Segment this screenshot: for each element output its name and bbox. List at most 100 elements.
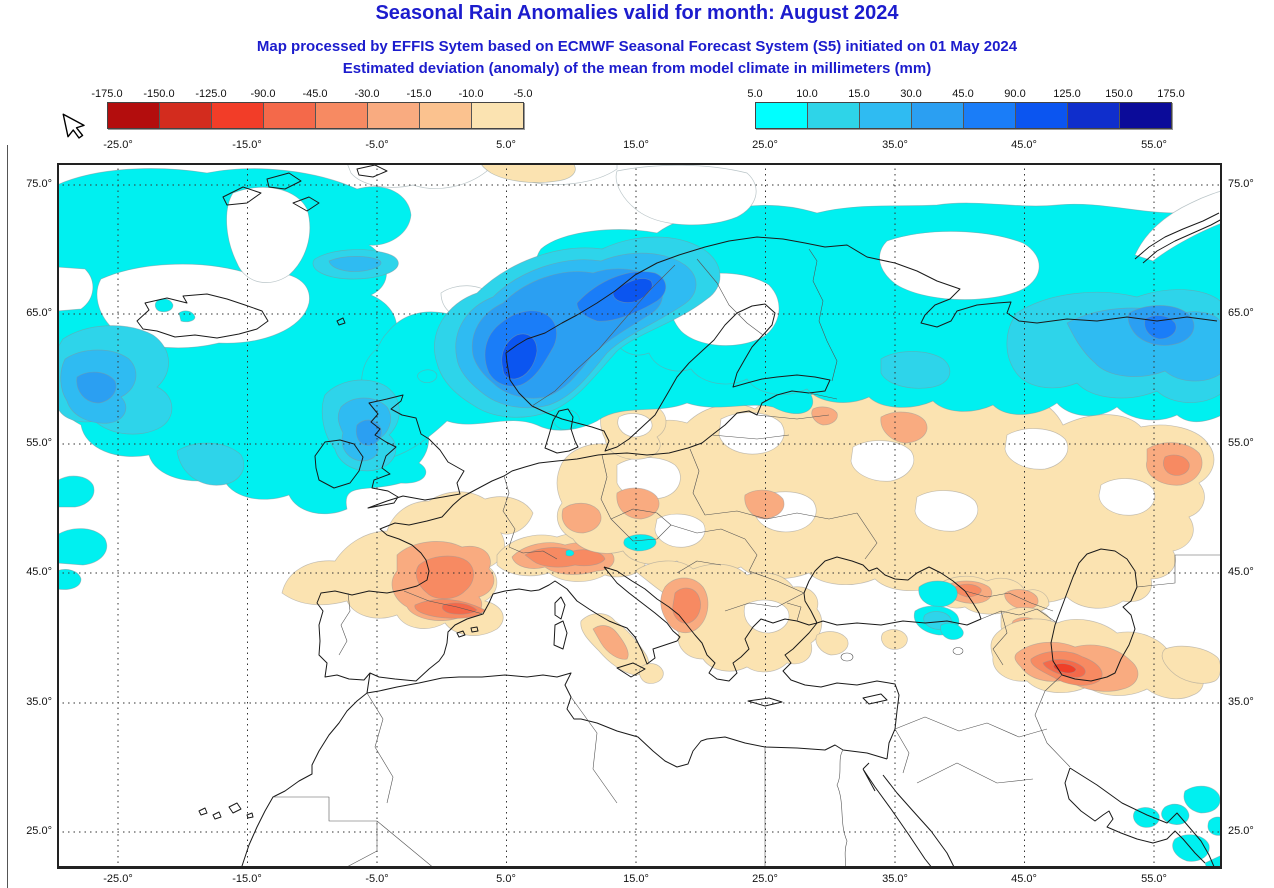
units-subtitle: Estimated deviation (anomaly) of the mea… [342, 60, 932, 77]
denmark-coastline [544, 408, 579, 454]
legend-tick: -10.0 [458, 88, 484, 100]
africa-west-coastline [240, 672, 371, 869]
legend-color-cell [264, 103, 316, 128]
legend-tick: 30.0 [900, 88, 922, 100]
lat-tick: 35.0° [1228, 696, 1254, 708]
baltic-coastline [531, 303, 831, 456]
lat-tick: 25.0° [26, 825, 52, 837]
lon-tick: -5.0° [365, 873, 389, 885]
lon-tick: 35.0° [882, 873, 908, 885]
lon-tick: 55.0° [1141, 139, 1167, 151]
legend-tick: 15.0 [848, 88, 870, 100]
positive-anomaly-regions [57, 163, 1222, 869]
legend-color-cell [160, 103, 212, 128]
lon-tick: 45.0° [1011, 873, 1037, 885]
lon-tick: 25.0° [752, 873, 778, 885]
lat-tick: 65.0° [26, 307, 52, 319]
mouse-cursor-icon [62, 113, 85, 139]
lon-tick: 15.0° [623, 139, 649, 151]
legend-tick: 5.0 [747, 88, 763, 100]
map-canvas [57, 163, 1222, 869]
persian-gulf-coastline [1064, 767, 1216, 869]
legend-positive: 5.0 10.0 15.0 30.0 45.0 90.0 125.0 150.0… [747, 88, 1185, 132]
turkey-levant-coastline [782, 622, 900, 760]
lon-tick: -5.0° [365, 139, 389, 151]
lon-tick: 45.0° [1011, 139, 1037, 151]
ireland-coastline [314, 439, 364, 489]
lat-tick: 75.0° [26, 178, 52, 190]
legend-color-cell [472, 103, 523, 128]
lon-tick: -25.0° [103, 139, 133, 151]
legend-tick: 10.0 [796, 88, 818, 100]
atlantic-coastline [316, 454, 599, 682]
legend-tick: 45.0 [952, 88, 974, 100]
page-left-rule [7, 145, 8, 888]
legend-tick: -175.0 [91, 88, 123, 100]
legend-tick: -125.0 [195, 88, 227, 100]
italy-coastline [538, 566, 681, 665]
red-sea-coastline [862, 762, 956, 869]
lat-axis-left: 75.0° 65.0° 55.0° 45.0° 35.0° 25.0° [12, 163, 52, 869]
legend-tick: -150.0 [143, 88, 175, 100]
britain-coastline [367, 394, 465, 509]
lat-tick: 65.0° [1228, 307, 1254, 319]
lon-tick: -15.0° [232, 139, 262, 151]
faroe-islands [336, 317, 346, 326]
black-sea-coastline [803, 556, 982, 626]
coastlines [136, 164, 1222, 869]
iceland-coastline [136, 293, 269, 339]
canary-islands [198, 802, 254, 820]
islands [456, 596, 888, 707]
lon-tick: -25.0° [103, 873, 133, 885]
lon-axis-top: -25.0° -15.0° -5.0° 5.0° 15.0° 25.0° 35.… [57, 139, 1222, 153]
legend-tick: 150.0 [1105, 88, 1133, 100]
country-borders [273, 248, 1222, 869]
lon-tick: 25.0° [752, 139, 778, 151]
legend-color-cell [420, 103, 472, 128]
caspian-coastline [1050, 548, 1138, 682]
legend-color-cell [1068, 103, 1120, 128]
legend-tick: -90.0 [250, 88, 276, 100]
legend-color-cell [212, 103, 264, 128]
legend-tick: 125.0 [1053, 88, 1081, 100]
legend-positive-bar [755, 102, 1172, 129]
lon-axis-bottom: -25.0° -15.0° -5.0° 5.0° 15.0° 25.0° 35.… [57, 873, 1222, 887]
legend-color-cell [108, 103, 160, 128]
lon-tick: -15.0° [232, 873, 262, 885]
legend-negative-bar [107, 102, 524, 129]
lon-tick: 15.0° [623, 873, 649, 885]
legend-tick: -30.0 [354, 88, 380, 100]
lat-tick: 45.0° [26, 566, 52, 578]
legend-color-cell [860, 103, 912, 128]
legend-color-cell [964, 103, 1016, 128]
legend-tick: 175.0 [1157, 88, 1185, 100]
legend-negative-ticks: -175.0 -150.0 -125.0 -90.0 -45.0 -30.0 -… [91, 88, 532, 101]
north-africa-coastline [366, 672, 888, 768]
legend-tick: -5.0 [513, 88, 533, 100]
lat-tick: 25.0° [1228, 825, 1254, 837]
lon-tick: 35.0° [882, 139, 908, 151]
legend-color-cell [1120, 103, 1171, 128]
lat-axis-right: 75.0° 65.0° 55.0° 45.0° 35.0° 25.0° [1228, 163, 1268, 869]
processing-subtitle: Map processed by EFFIS Sytem based on EC… [256, 38, 1018, 55]
lat-tick: 55.0° [26, 437, 52, 449]
legend-color-cell [808, 103, 860, 128]
lat-tick: 75.0° [1228, 178, 1254, 190]
lat-tick: 45.0° [1228, 566, 1254, 578]
lat-tick: 55.0° [1228, 437, 1254, 449]
adriatic-greece-coastline [603, 566, 818, 682]
page-title: Seasonal Rain Anomalies valid for month:… [375, 2, 899, 24]
legend-color-cell [912, 103, 964, 128]
legend-color-cell [316, 103, 368, 128]
lon-tick: 55.0° [1141, 873, 1167, 885]
lon-tick: 5.0° [496, 873, 516, 885]
lon-tick: 5.0° [496, 139, 516, 151]
legend-tick: -15.0 [406, 88, 432, 100]
anomaly-map [57, 163, 1222, 869]
negative-anomaly-regions [281, 385, 1221, 700]
legend-color-cell [368, 103, 420, 128]
legend-positive-ticks: 5.0 10.0 15.0 30.0 45.0 90.0 125.0 150.0… [747, 88, 1184, 101]
legend-color-cell [756, 103, 808, 128]
legend-negative: -175.0 -150.0 -125.0 -90.0 -45.0 -30.0 -… [91, 88, 532, 132]
